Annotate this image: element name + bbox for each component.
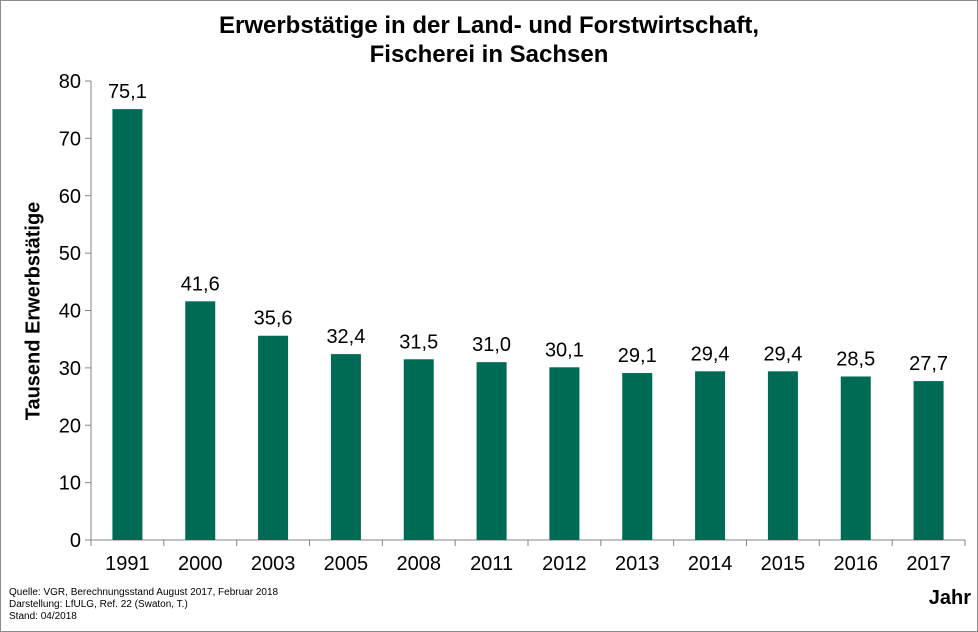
data-label: 28,5: [836, 348, 875, 370]
data-label-bg: [392, 329, 445, 354]
source-line-2: Darstellung: LfULG, Ref. 22 (Swaton, T.): [9, 599, 188, 610]
x-tick-label: 2012: [542, 553, 587, 575]
data-label-bg: [611, 343, 664, 368]
x-tick-label: 2014: [688, 553, 733, 575]
data-label: 41,6: [181, 273, 220, 295]
source-line-3: Stand: 04/2018: [9, 611, 77, 622]
data-label: 35,6: [254, 308, 293, 330]
y-tick-label: 80: [59, 71, 81, 93]
x-tick-label: 2017: [906, 553, 951, 575]
y-tick-label: 50: [59, 243, 81, 265]
data-label: 32,4: [326, 326, 365, 348]
bar: [767, 371, 798, 540]
chart-title-line-2: Fischerei in Sachsen: [369, 41, 609, 68]
bar: [258, 335, 289, 540]
data-label: 27,7: [909, 353, 948, 375]
data-label: 30,1: [545, 339, 584, 361]
x-tick-label: 2013: [615, 553, 660, 575]
y-tick-label: 70: [59, 128, 81, 150]
chart-title-line-1: Erwerbstätige in der Land- und Forstwirt…: [218, 12, 760, 39]
y-tick-label: 40: [59, 301, 81, 323]
source-line-1: Quelle: VGR, Berechnungsstand August 201…: [9, 587, 279, 598]
bar: [913, 381, 944, 540]
data-label: 31,5: [399, 331, 438, 353]
data-label: 29,4: [691, 343, 730, 365]
data-label-bg: [319, 324, 372, 349]
x-tick-label: 2003: [251, 553, 296, 575]
data-label-bg: [902, 351, 955, 376]
y-tick-label: 60: [59, 186, 81, 208]
bar: [840, 376, 871, 540]
bar: [185, 301, 216, 540]
data-label-bg: [174, 271, 227, 296]
bar: [330, 354, 361, 540]
x-tick-label: 2011: [470, 553, 513, 575]
bar: [112, 109, 143, 541]
bar: [622, 373, 653, 540]
data-label: 31,0: [472, 334, 511, 356]
data-label-bg: [247, 305, 300, 330]
bar: [476, 362, 507, 540]
data-label-bg: [756, 341, 809, 366]
x-tick-label: 1991: [105, 553, 150, 575]
y-tick-label: 20: [59, 415, 81, 437]
data-label-bg: [684, 341, 737, 366]
data-label: 29,1: [618, 345, 657, 367]
x-tick-label: 2000: [178, 553, 223, 575]
bar: [695, 371, 726, 540]
data-label-bg: [465, 332, 518, 357]
x-axis-label: Jahr: [928, 587, 971, 609]
source-note: Quelle: VGR, Berechnungsstand August 201…: [9, 587, 278, 623]
data-label: 75,1: [108, 81, 147, 103]
x-tick-label: 2008: [397, 553, 442, 575]
data-label: 29,4: [763, 343, 802, 365]
chart-title: Erwerbstätige in der Land- und Forstwirt…: [1, 11, 977, 69]
y-tick-label: 10: [59, 473, 81, 495]
bar: [549, 367, 580, 540]
x-tick-label: 2005: [324, 553, 369, 575]
x-tick-label: 2015: [761, 553, 806, 575]
data-label-bg: [101, 79, 154, 104]
data-label-bg: [538, 337, 591, 362]
bar: [403, 359, 434, 540]
x-tick-label: 2016: [834, 553, 879, 575]
data-label-bg: [829, 346, 882, 371]
y-tick-label: 0: [70, 530, 81, 552]
y-tick-label: 30: [59, 358, 81, 380]
